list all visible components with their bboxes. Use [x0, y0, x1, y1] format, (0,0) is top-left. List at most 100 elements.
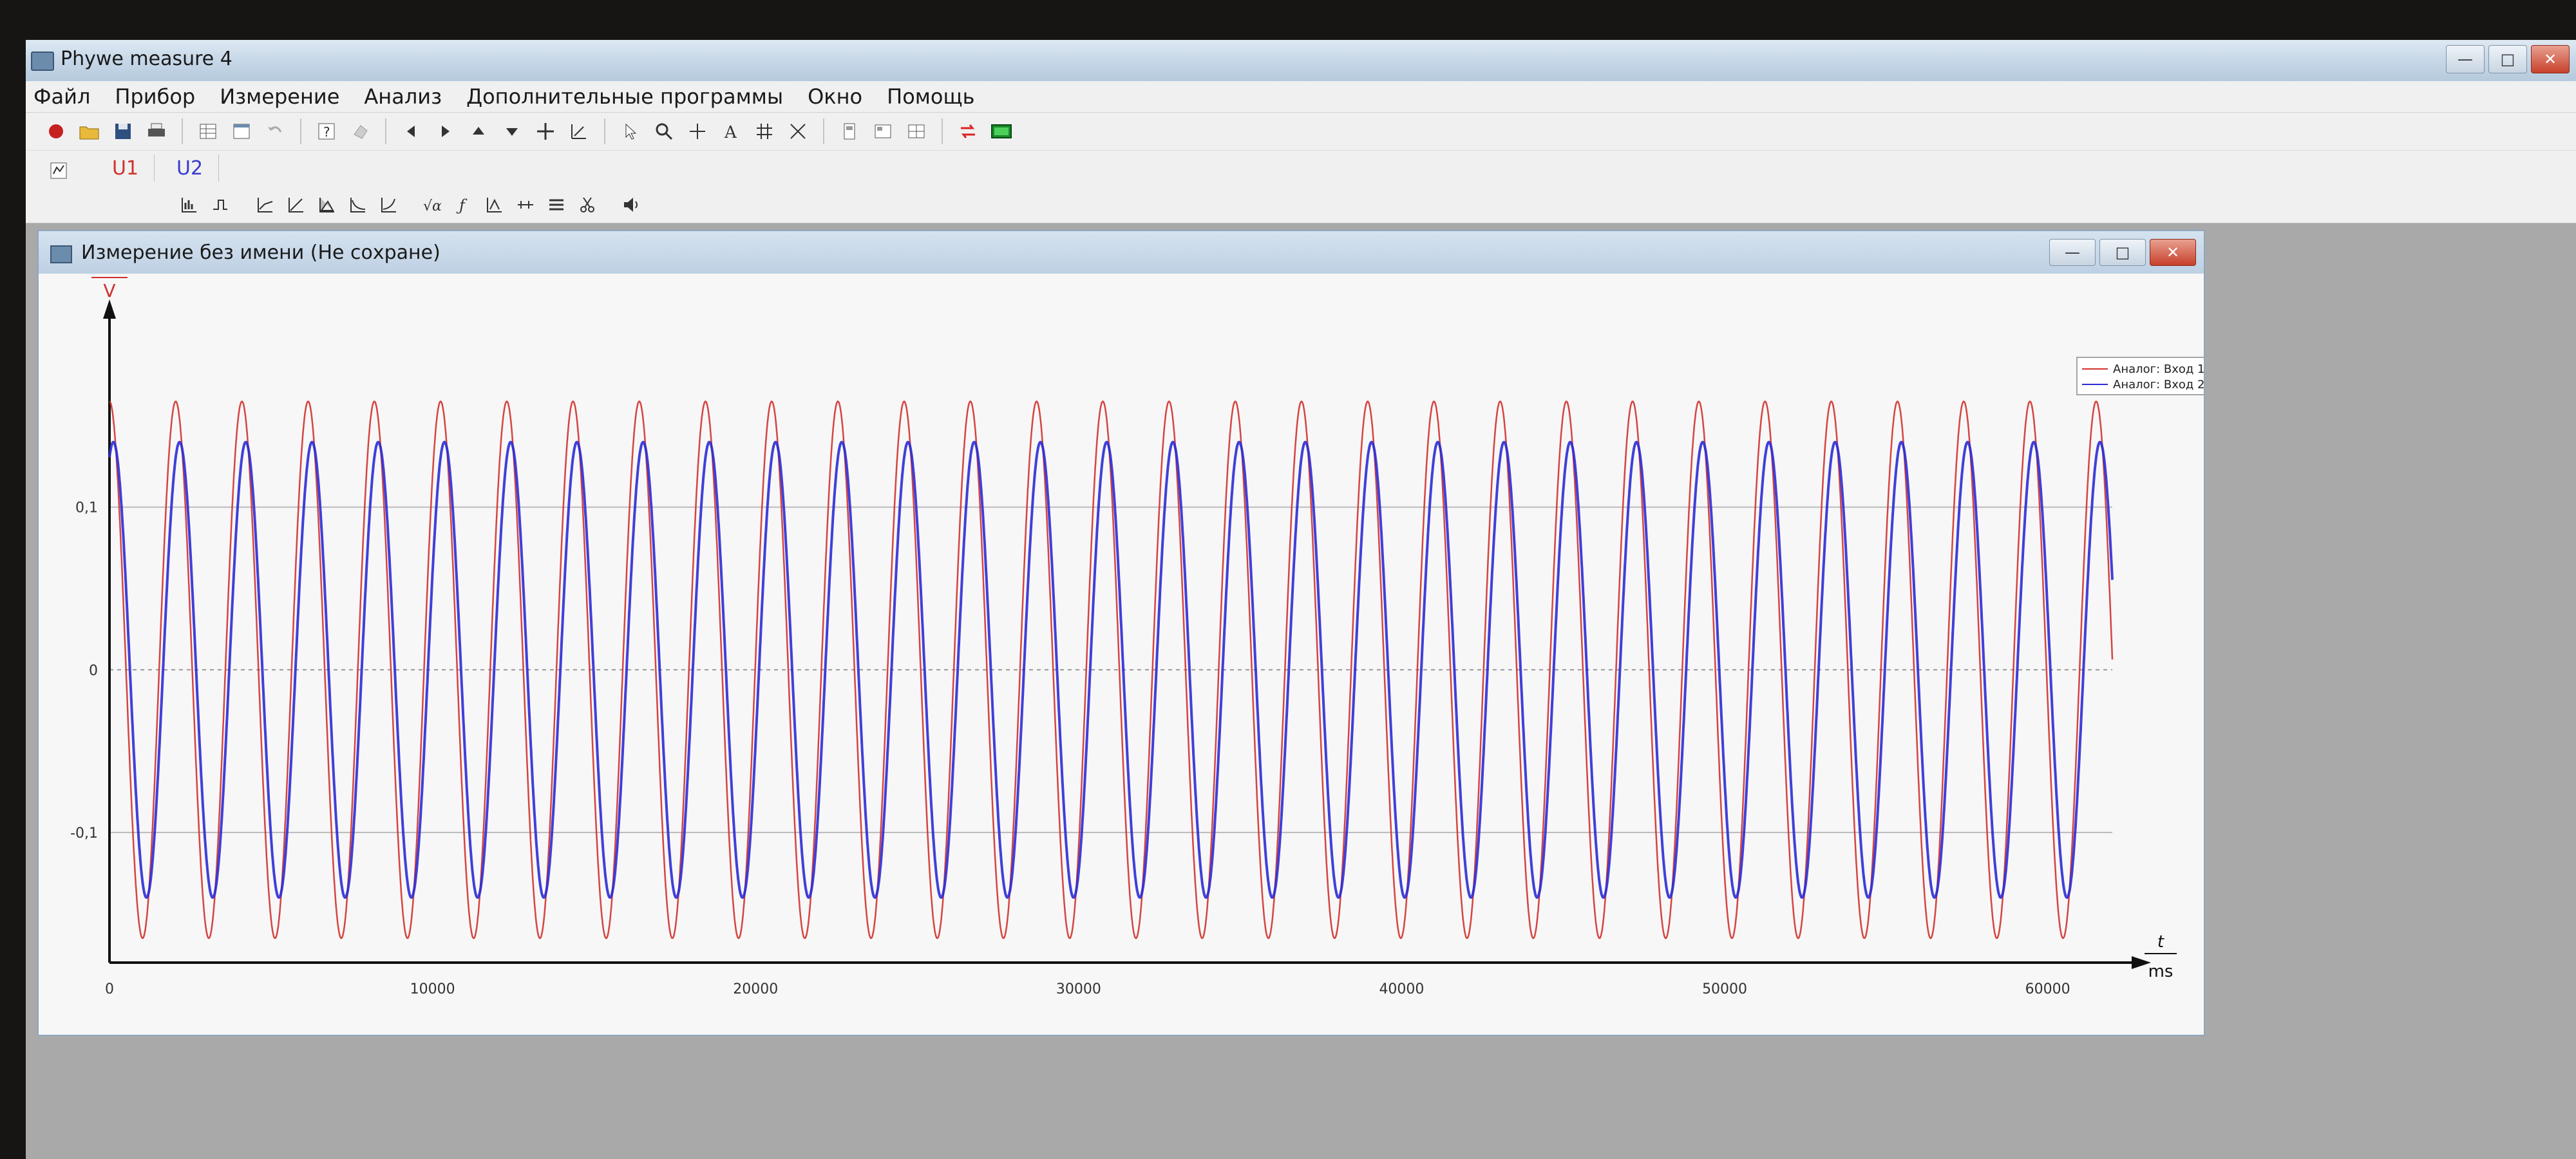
save-icon[interactable]	[108, 117, 138, 146]
x-tick-label: 30000	[1056, 981, 1101, 997]
y-axis-label: U1	[96, 274, 122, 276]
move-icon[interactable]	[531, 117, 560, 146]
x-axis-unit: ms	[2148, 962, 2174, 981]
open-icon[interactable]	[75, 117, 104, 146]
menu-measurement[interactable]: Измерение	[220, 84, 340, 109]
arrow-up-icon[interactable]	[464, 117, 493, 146]
filter-icon[interactable]	[542, 191, 571, 219]
channel-tab-u2[interactable]: U2	[161, 155, 220, 182]
menu-device[interactable]: Прибор	[115, 84, 196, 109]
display-icon[interactable]	[987, 117, 1016, 146]
workspace: Измерение без имени (Не сохране) — □ ✕ 0…	[26, 223, 2576, 1159]
layout1-icon[interactable]	[835, 117, 864, 146]
x-axis-label: t	[2157, 932, 2164, 952]
integral-icon[interactable]	[480, 191, 509, 219]
y-tick-label: 0,1	[75, 500, 98, 516]
grid-icon[interactable]	[750, 117, 779, 146]
toolbar-separator	[300, 118, 301, 144]
layout3-icon[interactable]	[902, 117, 931, 146]
undo-icon[interactable]	[260, 117, 290, 146]
minimize-button[interactable]: —	[2446, 45, 2485, 73]
svg-text:?: ?	[323, 124, 330, 140]
smooth-icon[interactable]	[511, 191, 540, 219]
formula-icon[interactable]: √α	[419, 191, 447, 219]
child-minimize-button[interactable]: —	[2049, 239, 2096, 266]
y-tick-label: 0	[89, 663, 98, 679]
menu-bar: Файл Прибор Измерение Анализ Дополнитель…	[26, 81, 2576, 113]
chart-growth-icon[interactable]	[375, 191, 403, 219]
chart[interactable]: 0,1 0 -0,1 0 10000 20000 30000 40000 50000 60000 U…	[39, 253, 2245, 1035]
child-close-button[interactable]: ✕	[2150, 239, 2196, 266]
menu-help[interactable]: Помощь	[887, 84, 975, 109]
menu-window[interactable]: Окно	[808, 84, 863, 109]
toolbar-separator	[604, 118, 605, 144]
window-icon[interactable]	[227, 117, 256, 146]
analysis-toolbar: √α ƒ	[26, 185, 2576, 223]
channel-tab-u1[interactable]: U1	[97, 155, 155, 182]
crosshair-icon[interactable]	[683, 117, 712, 146]
screen: Phywe measure 4 — □ ✕ Файл Прибор Измере…	[26, 40, 2576, 1159]
cursor-icon[interactable]	[616, 117, 645, 146]
measurement-window-icon	[50, 245, 72, 263]
window-controls: — □ ✕	[2446, 45, 2570, 73]
toolbar-separator	[823, 118, 824, 144]
svg-text:ƒ: ƒ	[456, 196, 468, 214]
help-icon[interactable]: ?	[312, 117, 341, 146]
x-tick-label: 0	[105, 981, 114, 997]
table-icon[interactable]	[193, 117, 223, 146]
app-title: Phywe measure 4	[61, 48, 232, 70]
plot-area[interactable]: 0,1 0 -0,1 0 10000 20000 30000 40000 50000 60000 U…	[39, 253, 2245, 1035]
toolbar-separator	[385, 118, 386, 144]
y-axis-unit: V	[103, 280, 115, 301]
zoom-icon[interactable]	[649, 117, 679, 146]
arrow-right-icon[interactable]	[430, 117, 460, 146]
measurement-window-controls: — □ ✕	[2049, 239, 2196, 266]
close-button[interactable]: ✕	[2531, 45, 2570, 73]
measurement-window-title: Измерение без имени (Не сохране)	[81, 241, 440, 264]
y-axis-arrow	[103, 299, 116, 319]
x-tick-label: 40000	[1379, 981, 1424, 997]
x-tick-label: 60000	[2025, 981, 2070, 997]
chart-slope-icon[interactable]	[282, 191, 310, 219]
swap-icon[interactable]	[953, 117, 983, 146]
svg-text:A: A	[724, 123, 737, 141]
chart-line-icon[interactable]	[251, 191, 279, 219]
series-line	[109, 400, 2114, 939]
function-icon[interactable]: ƒ	[450, 191, 478, 219]
x-axis-arrow	[2132, 956, 2151, 969]
menu-file[interactable]: Файл	[33, 84, 91, 109]
toolbar-separator	[182, 118, 183, 144]
eraser-icon[interactable]	[345, 117, 375, 146]
scale-icon[interactable]	[564, 117, 594, 146]
maximize-button[interactable]: □	[2488, 45, 2527, 73]
curve-fit-icon[interactable]	[783, 117, 813, 146]
y-tick-label: -0,1	[70, 825, 98, 842]
menu-analysis[interactable]: Анализ	[364, 84, 442, 109]
series-line	[108, 440, 2114, 899]
measurement-window[interactable]: Измерение без имени (Не сохране) — □ ✕ 0…	[37, 230, 2245, 1036]
x-tick-label: 10000	[410, 981, 455, 997]
app-titlebar[interactable]: Phywe measure 4 — □ ✕	[26, 40, 2576, 82]
legend-label: Аналог: Вход 2	[2113, 378, 2204, 391]
cut-icon[interactable]	[573, 191, 601, 219]
layout2-icon[interactable]	[868, 117, 898, 146]
chart-step-icon[interactable]	[206, 191, 234, 219]
x-tick-label: 20000	[733, 981, 778, 997]
channel-manager-icon[interactable]	[44, 156, 73, 185]
child-maximize-button[interactable]: □	[2099, 239, 2146, 266]
chart-area-icon[interactable]	[313, 191, 341, 219]
measurement-window-titlebar[interactable]: Измерение без имени (Не сохране) — □ ✕	[39, 231, 2204, 274]
arrow-down-icon[interactable]	[497, 117, 527, 146]
chart-bar-icon[interactable]	[175, 191, 204, 219]
svg-text:√α: √α	[423, 198, 442, 214]
channel-toolbar: U1 U2	[26, 151, 2576, 185]
speaker-icon[interactable]	[617, 191, 645, 219]
x-tick-label: 50000	[1702, 981, 1747, 997]
record-icon[interactable]	[41, 117, 71, 146]
chart-decay-icon[interactable]	[344, 191, 372, 219]
menu-extra-programs[interactable]: Дополнительные программы	[466, 84, 784, 109]
app-icon	[31, 52, 54, 71]
print-icon[interactable]	[142, 117, 171, 146]
arrow-left-icon[interactable]	[397, 117, 426, 146]
text-icon[interactable]: A	[716, 117, 746, 146]
